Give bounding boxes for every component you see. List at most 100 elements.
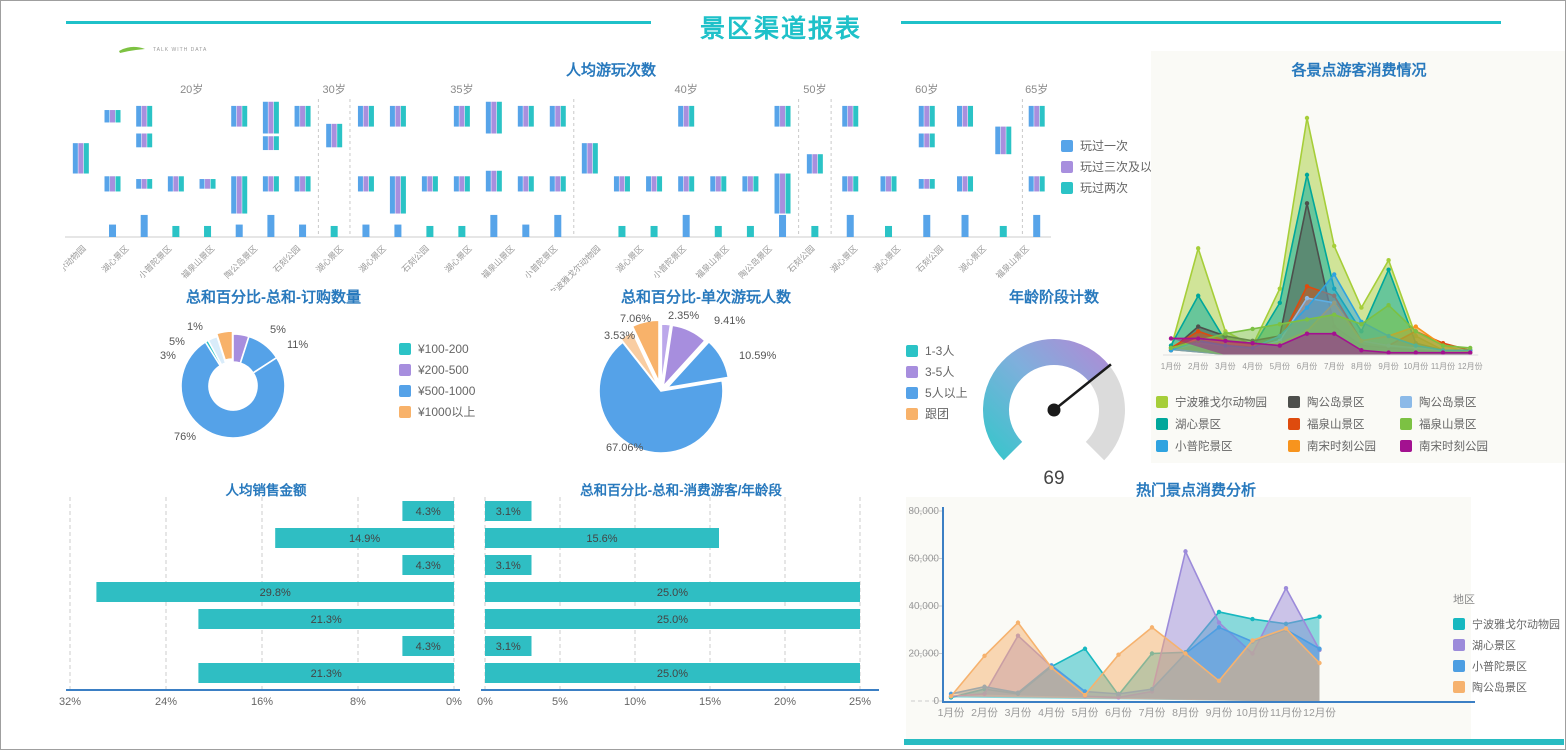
legend-label: 湖心景区 bbox=[1472, 639, 1516, 652]
age-group-label: 20岁 bbox=[180, 83, 203, 96]
bar-label: 3.1% bbox=[496, 506, 521, 518]
data-label: 10.59% bbox=[739, 350, 777, 362]
legend-label: 陶公岛景区 bbox=[1472, 681, 1527, 694]
bar[interactable] bbox=[485, 663, 860, 683]
bar[interactable] bbox=[485, 609, 860, 629]
pie-slice[interactable] bbox=[661, 324, 707, 389]
legend-item[interactable]: 陶公岛景区 bbox=[1400, 391, 1530, 413]
bar[interactable] bbox=[485, 528, 719, 548]
pie-slice[interactable] bbox=[180, 340, 286, 439]
legend-item[interactable]: 小普陀景区 bbox=[1453, 655, 1565, 676]
bar[interactable] bbox=[485, 501, 532, 521]
category-label: 福泉山景区 bbox=[479, 243, 516, 280]
logo-swoosh-icon bbox=[119, 46, 145, 53]
legend-item[interactable]: 南宋时刻公园 bbox=[1400, 435, 1530, 457]
chart-hot-consume: 热门景点消费分析 0 20,000 40,000 60,000 80,000 1月份 2月份… bbox=[901, 479, 1565, 741]
legend-item[interactable]: 陶公岛景区 bbox=[1288, 391, 1400, 413]
play-count-legend: 玩过一次玩过三次及以上 玩过两次 bbox=[1061, 135, 1164, 198]
age-group-label: 35岁 bbox=[450, 83, 473, 96]
legend-label: 玩过一次 bbox=[1080, 139, 1129, 153]
pie-slice[interactable] bbox=[207, 335, 227, 366]
legend-item[interactable]: 宁波雅戈尔动物园 bbox=[1453, 613, 1565, 634]
pie-slice[interactable] bbox=[631, 319, 660, 383]
legend-swatch-icon bbox=[1453, 680, 1465, 693]
category-label: 小普陀景区 bbox=[522, 243, 559, 280]
legend-swatch-icon bbox=[399, 363, 411, 376]
month-label: 5月份 bbox=[1270, 361, 1290, 371]
bar[interactable] bbox=[402, 501, 454, 521]
legend-item[interactable]: 福泉山景区 bbox=[1288, 413, 1400, 435]
bar[interactable] bbox=[485, 555, 532, 575]
single-play-legend: 1-3人 3-5人 5人以上跟团 bbox=[906, 340, 968, 424]
data-label: 5% bbox=[169, 336, 185, 348]
pie-slice[interactable] bbox=[619, 330, 660, 389]
pie-slice[interactable] bbox=[664, 340, 730, 389]
pie-slice[interactable] bbox=[660, 323, 672, 387]
legend-item[interactable]: 陶公岛景区 bbox=[1453, 676, 1565, 697]
hot-consume-legend-title: 地区 bbox=[1453, 594, 1475, 606]
legend-item[interactable]: 玩过一次 bbox=[1061, 135, 1164, 156]
scenic-consume-plot: 1月份 2月份 3月份 4月份 5月份 6月份 7月份 8月份 9月份 10月份 11月份 12月份 bbox=[1157, 103, 1497, 383]
legend-item[interactable]: ¥100-200 bbox=[399, 338, 475, 359]
legend-label: ¥200-500 bbox=[418, 362, 469, 377]
legend-item[interactable]: 湖心景区 bbox=[1453, 634, 1565, 655]
bar[interactable] bbox=[198, 663, 454, 683]
scenic-consume-title: 各景点游客消费情况 bbox=[1291, 62, 1427, 79]
bar-label: 14.9% bbox=[349, 533, 380, 545]
data-label: 1% bbox=[187, 321, 203, 333]
series-陶公岛景区 bbox=[948, 620, 1322, 701]
legend-item[interactable]: 5人以上 bbox=[906, 382, 968, 403]
legend-item[interactable]: 南宋时刻公园 bbox=[1288, 435, 1400, 457]
bar[interactable] bbox=[485, 636, 532, 656]
legend-item[interactable]: ¥500-1000 bbox=[399, 380, 475, 401]
legend-item[interactable]: 福泉山景区 bbox=[1400, 413, 1530, 435]
legend-swatch-icon bbox=[1288, 396, 1300, 408]
legend-label: 跟团 bbox=[925, 407, 950, 421]
month-label: 4月份 bbox=[1038, 707, 1065, 719]
age-gauge-title: 年龄阶段计数 bbox=[1008, 289, 1099, 306]
legend-item[interactable]: 3-5人 bbox=[906, 361, 968, 382]
scenic-consume-canvas: 1月份 2月份 3月份 4月份 5月份 6月份 7月份 8月份 9月份 10月份 11月份 12月份 bbox=[1161, 115, 1483, 371]
legend-item[interactable]: 玩过三次及以上 bbox=[1061, 156, 1164, 177]
legend-item[interactable]: 跟团 bbox=[906, 403, 968, 424]
bar[interactable] bbox=[402, 636, 454, 656]
month-label: 11月份 bbox=[1270, 707, 1302, 719]
legend-item[interactable]: 宁波雅戈尔动物园 bbox=[1156, 391, 1288, 413]
legend-label: 陶公岛景区 bbox=[1307, 397, 1365, 409]
bar[interactable] bbox=[402, 555, 454, 575]
age-group-label: 50岁 bbox=[803, 83, 826, 96]
month-label: 7月份 bbox=[1139, 707, 1166, 719]
x-tick-label: 0% bbox=[446, 696, 462, 708]
y-tick-label: 60,000 bbox=[909, 554, 939, 565]
legend-swatch-icon bbox=[1061, 181, 1073, 194]
legend-item[interactable]: ¥1000以上 bbox=[399, 401, 475, 422]
legend-item[interactable]: 湖心景区 bbox=[1156, 413, 1288, 435]
bar[interactable] bbox=[198, 609, 454, 629]
month-label: 3月份 bbox=[1215, 361, 1235, 371]
data-label: 76% bbox=[174, 431, 196, 443]
legend-swatch-icon bbox=[1400, 418, 1412, 430]
legend-label: ¥100-200 bbox=[418, 341, 469, 356]
month-label: 9月份 bbox=[1206, 707, 1233, 719]
order-qty-title: 总和百分比-总和-订购数量 bbox=[186, 289, 361, 306]
month-label: 7月份 bbox=[1324, 361, 1344, 371]
data-label: 7.06% bbox=[620, 313, 651, 325]
data-label: 5% bbox=[270, 324, 286, 336]
chart-order-qty: 总和百分比-总和-订购数量 5% 11% 76% 1% 3% 5% ¥100-200 ¥20… bbox=[61, 286, 521, 481]
bar[interactable] bbox=[96, 582, 455, 602]
legend-swatch-icon bbox=[1453, 659, 1465, 672]
legend-label: 南宋时刻公园 bbox=[1307, 441, 1376, 453]
chart-play-count: 人均游玩次数 20岁 30岁 35岁 40岁 50岁 60岁 65岁 宁波雅戈尔动物园 湖心景区… bbox=[61, 59, 1164, 291]
bar[interactable] bbox=[485, 582, 860, 602]
legend-swatch-icon bbox=[399, 384, 411, 397]
order-qty-plot: 5% 11% 76% 1% 3% 5% bbox=[61, 286, 521, 481]
pie-slice[interactable] bbox=[598, 341, 724, 454]
bar[interactable] bbox=[275, 528, 454, 548]
legend-label: ¥1000以上 bbox=[418, 405, 476, 419]
avg-sales-title: 人均销售金额 bbox=[225, 483, 307, 498]
legend-item[interactable]: ¥200-500 bbox=[399, 359, 475, 380]
legend-item[interactable]: 小普陀景区 bbox=[1156, 435, 1288, 457]
pie-slice[interactable] bbox=[215, 330, 234, 362]
legend-item[interactable]: 玩过两次 bbox=[1061, 177, 1164, 198]
legend-item[interactable]: 1-3人 bbox=[906, 340, 968, 361]
